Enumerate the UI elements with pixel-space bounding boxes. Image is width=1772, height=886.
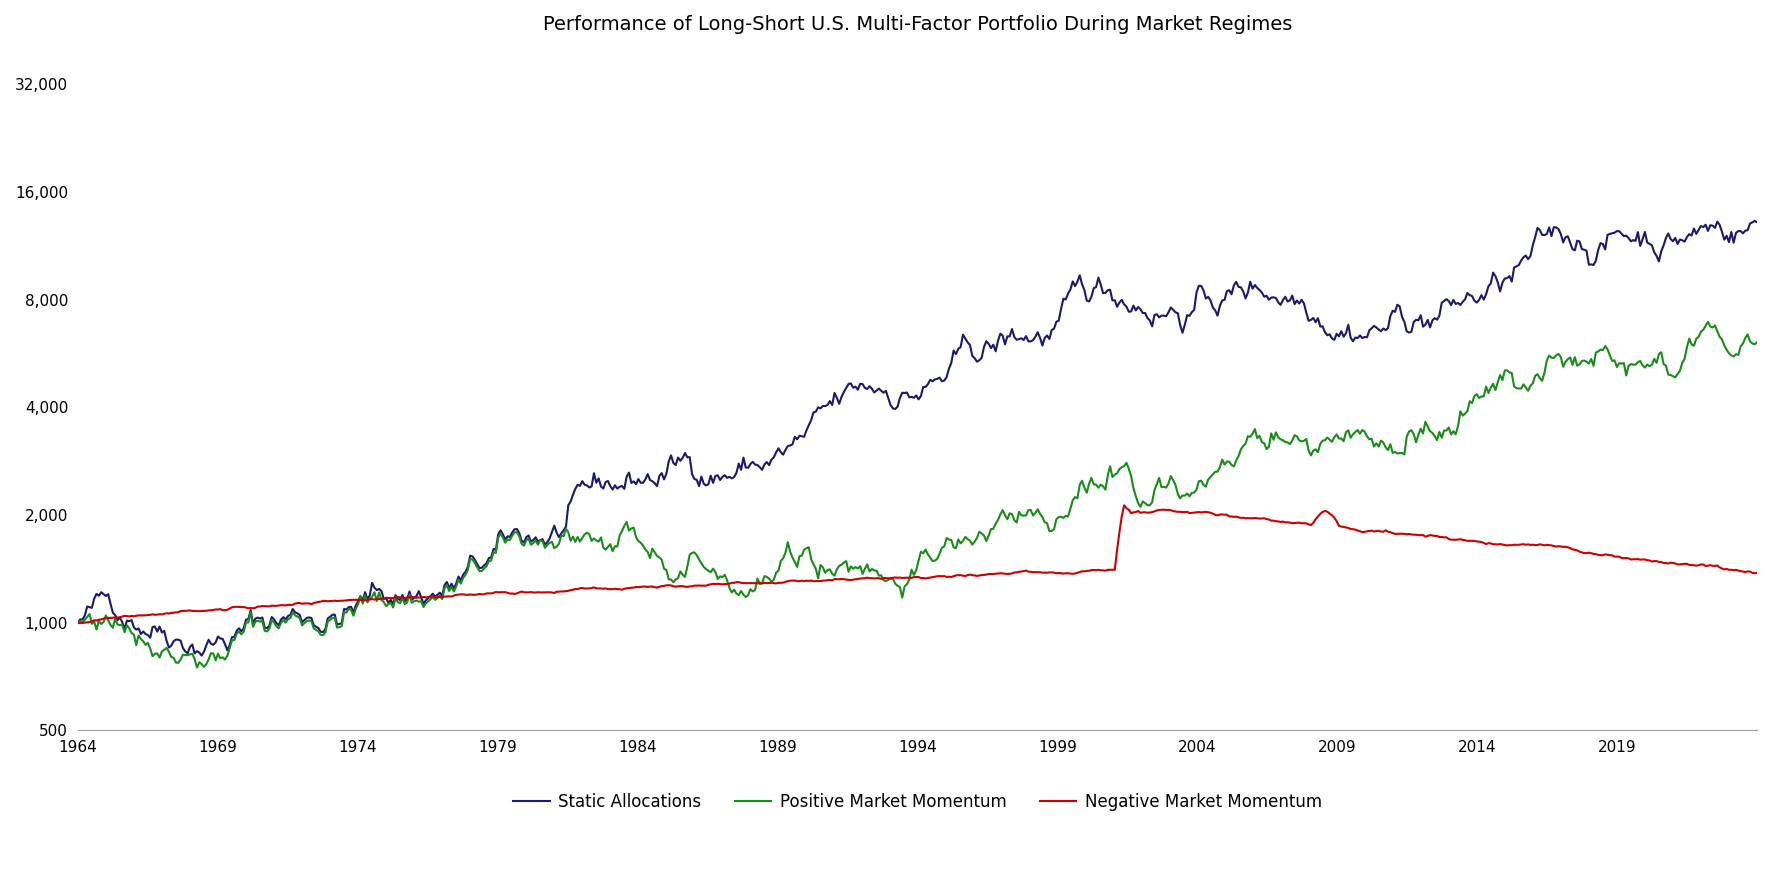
Static Allocations — [1744, 215, 1765, 226]
Static Allocations — [1125, 305, 1146, 315]
Positive Market Momentum — [532, 536, 553, 547]
Positive Market Momentum — [186, 662, 207, 672]
Negative Market Momentum — [1177, 507, 1198, 517]
Line: Positive Market Momentum: Positive Market Momentum — [78, 322, 1758, 667]
Line: Negative Market Momentum: Negative Market Momentum — [78, 505, 1758, 623]
Positive Market Momentum — [273, 615, 294, 626]
Static Allocations — [191, 650, 213, 661]
Line: Static Allocations: Static Allocations — [78, 221, 1758, 656]
Negative Market Momentum — [443, 590, 464, 601]
Legend: Static Allocations, Positive Market Momentum, Negative Market Momentum: Static Allocations, Positive Market Mome… — [507, 787, 1329, 818]
Static Allocations — [443, 583, 464, 594]
Static Allocations — [67, 618, 89, 628]
Negative Market Momentum — [67, 618, 89, 628]
Negative Market Momentum — [99, 612, 120, 623]
Static Allocations — [97, 589, 119, 600]
Static Allocations — [1175, 319, 1196, 330]
Positive Market Momentum — [1175, 490, 1196, 501]
Static Allocations — [532, 534, 553, 545]
Static Allocations — [1747, 217, 1768, 228]
Positive Market Momentum — [1747, 337, 1768, 347]
Negative Market Momentum — [69, 618, 90, 628]
Title: Performance of Long-Short U.S. Multi-Factor Portfolio During Market Regimes: Performance of Long-Short U.S. Multi-Fac… — [542, 15, 1292, 34]
Positive Market Momentum — [67, 618, 89, 628]
Positive Market Momentum — [1125, 491, 1146, 501]
Positive Market Momentum — [1698, 316, 1719, 327]
Negative Market Momentum — [1113, 500, 1134, 510]
Positive Market Momentum — [97, 615, 119, 626]
Positive Market Momentum — [443, 587, 464, 597]
Negative Market Momentum — [532, 587, 553, 598]
Negative Market Momentum — [1747, 568, 1768, 579]
Negative Market Momentum — [273, 600, 294, 610]
Negative Market Momentum — [1127, 506, 1148, 517]
Static Allocations — [273, 612, 294, 623]
